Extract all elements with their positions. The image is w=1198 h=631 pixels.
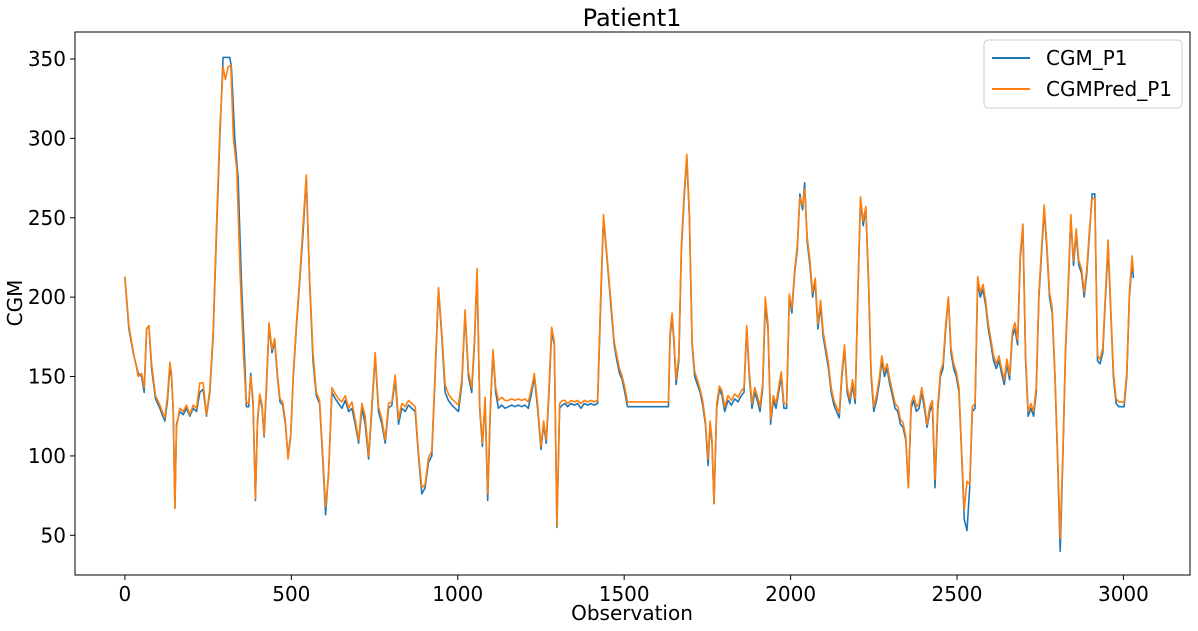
series-line-cgm-p1 — [124, 56, 1135, 552]
y-tick-label: 50 — [41, 523, 66, 547]
y-tick-label: 150 — [28, 365, 66, 389]
legend-label: CGM_P1 — [1046, 46, 1128, 70]
plot-area — [74, 31, 1191, 576]
y-axis-label: CGM — [3, 280, 27, 327]
y-axis-ticks: 50 100 150 200 250 300 350 — [28, 47, 75, 547]
x-axis-ticks: 0 500 1000 1500 2000 2500 3000 — [119, 575, 1149, 606]
y-tick-label: 250 — [28, 206, 66, 230]
series-line-cgmpred-p1 — [124, 64, 1135, 540]
legend-box — [983, 39, 1183, 109]
x-tick-label: 3000 — [1098, 582, 1149, 606]
x-tick-label: 2500 — [932, 582, 983, 606]
x-tick-label: 1500 — [599, 582, 650, 606]
x-tick-label: 2000 — [765, 582, 816, 606]
y-tick-label: 350 — [28, 47, 66, 71]
chart-title: Patient1 — [583, 4, 682, 32]
x-axis-label: Observation — [571, 601, 693, 625]
y-tick-label: 100 — [28, 444, 66, 468]
x-tick-label: 500 — [272, 582, 310, 606]
y-tick-label: 300 — [28, 126, 66, 150]
plot-frame — [74, 31, 1191, 576]
x-tick-label: 1000 — [432, 582, 483, 606]
x-tick-label: 0 — [119, 582, 132, 606]
y-tick-label: 200 — [28, 285, 66, 309]
legend-label: CGMPred_P1 — [1046, 77, 1172, 101]
legend: CGM_P1 CGMPred_P1 — [983, 39, 1183, 109]
